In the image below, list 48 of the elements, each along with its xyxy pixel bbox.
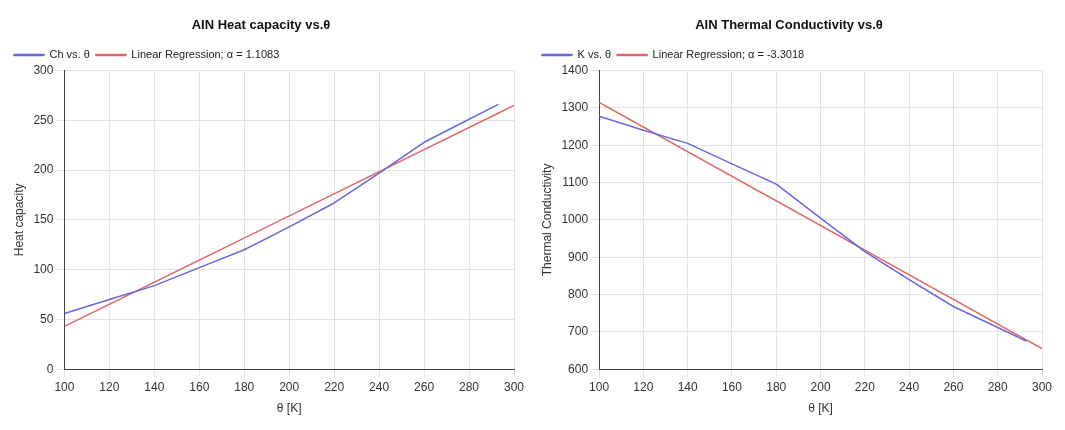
x-tick-label: 160 xyxy=(721,379,743,394)
y-tick-label: 150 xyxy=(33,212,54,227)
x-tick-label: 160 xyxy=(189,379,210,394)
y-tick-label: 1400 xyxy=(561,62,589,77)
x-tick-label: 180 xyxy=(766,379,787,394)
y-tick-label: 50 xyxy=(40,311,54,326)
y-tick-label: 300 xyxy=(33,62,54,77)
x-tick-label: 240 xyxy=(899,379,920,394)
chart-title: AIN Heat capacity vs.θ xyxy=(191,17,331,33)
y-tick-label: 900 xyxy=(568,249,589,264)
legend-label: Ch vs. θ xyxy=(49,48,90,61)
x-tick-label: 100 xyxy=(54,379,75,394)
chart-title: AIN Thermal Conductivity vs.θ xyxy=(695,17,883,33)
x-tick-label: 220 xyxy=(854,379,876,394)
y-tick-label: 700 xyxy=(568,324,589,339)
y-tick-label: 200 xyxy=(33,162,54,177)
y-tick-label: 600 xyxy=(568,361,589,376)
x-axis-title: θ [K] xyxy=(808,401,833,416)
x-tick-label: 120 xyxy=(99,379,120,394)
x-tick-label: 220 xyxy=(324,379,345,394)
y-axis-title: Heat capacity xyxy=(11,183,26,257)
x-tick-label: 180 xyxy=(234,379,255,394)
x-tick-label: 260 xyxy=(943,379,964,394)
x-axis-title: θ [K] xyxy=(276,401,302,416)
y-tick-label: 100 xyxy=(33,261,54,276)
x-tick-label: 140 xyxy=(144,379,165,394)
y-tick-label: 0 xyxy=(46,361,54,376)
x-tick-label: 140 xyxy=(677,379,699,394)
x-tick-label: 280 xyxy=(987,379,1009,394)
y-tick-label: 1300 xyxy=(561,100,589,115)
legend-label: Linear Regression; α = 1.1083 xyxy=(131,48,280,61)
x-tick-label: 300 xyxy=(1031,379,1053,394)
x-tick-label: 200 xyxy=(279,379,300,394)
y-tick-label: 1100 xyxy=(562,174,589,189)
x-tick-label: 260 xyxy=(414,379,435,394)
legend-label: K vs. θ xyxy=(577,48,612,61)
y-tick-label: 800 xyxy=(568,286,589,301)
y-tick-label: 1000 xyxy=(561,212,589,227)
legend-label: Linear Regression; α = -3.3018 xyxy=(652,48,805,61)
x-tick-label: 300 xyxy=(503,379,525,394)
y-axis-title: Thermal Conductivity xyxy=(539,163,554,277)
y-tick-label: 1200 xyxy=(561,137,589,152)
x-tick-label: 200 xyxy=(810,379,831,394)
x-tick-label: 280 xyxy=(459,379,480,394)
x-tick-label: 120 xyxy=(633,379,654,394)
x-tick-label: 100 xyxy=(589,379,610,394)
x-tick-label: 240 xyxy=(369,379,390,394)
y-tick-label: 250 xyxy=(33,112,54,127)
